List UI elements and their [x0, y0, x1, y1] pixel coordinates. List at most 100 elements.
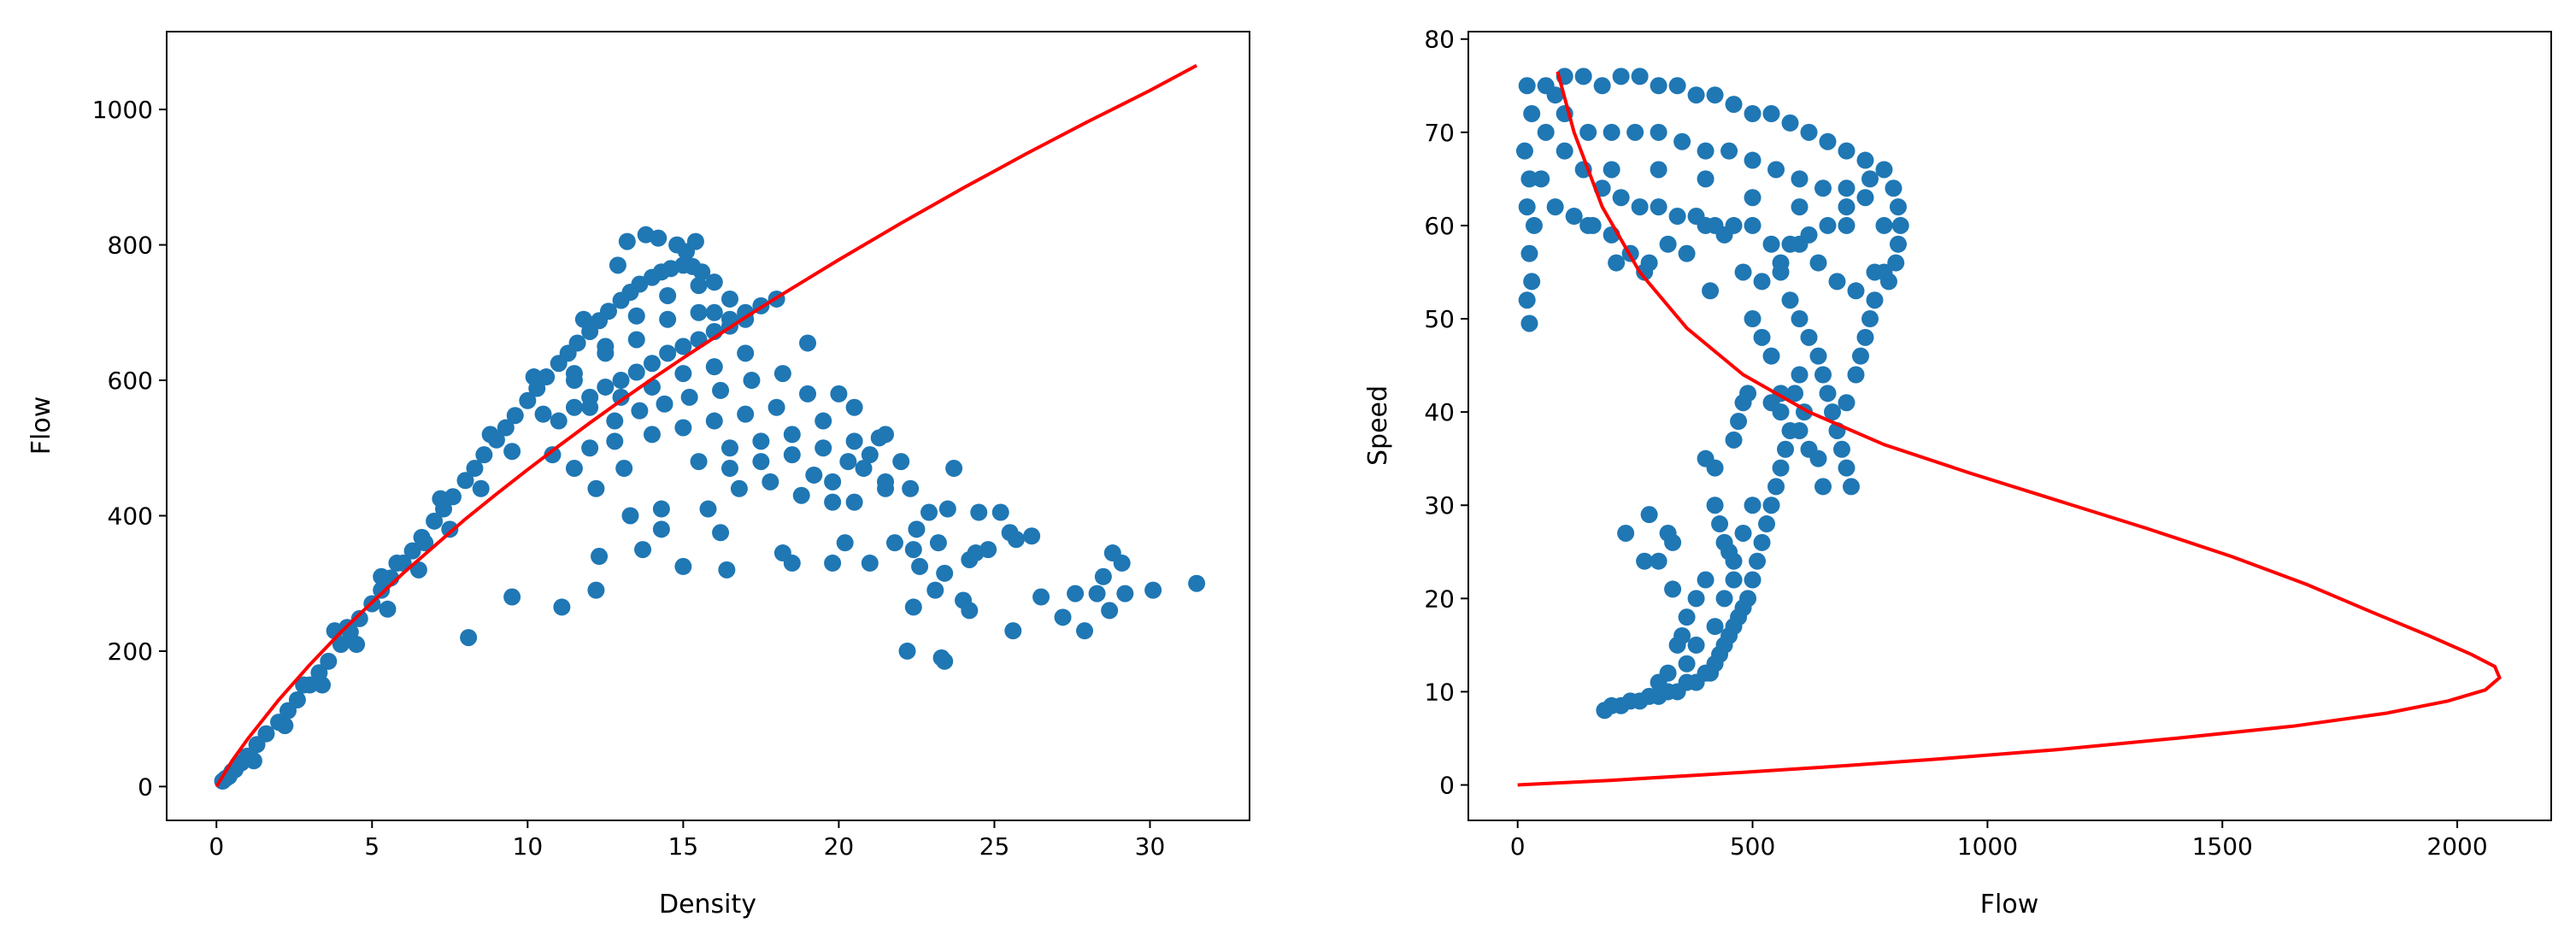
scatter-point [1697, 142, 1714, 160]
scatter-point [276, 717, 294, 735]
scatter-point [456, 472, 474, 490]
scatter-point [565, 365, 583, 383]
scatter-point [288, 690, 306, 708]
scatter-point [830, 385, 848, 402]
scatter-point [574, 310, 592, 328]
scatter-point [659, 310, 677, 328]
scatter-point [587, 581, 605, 599]
y-tick-label: 200 [108, 638, 153, 666]
scatter-point [606, 412, 624, 430]
scatter-point [1847, 282, 1865, 300]
scatter-point [652, 520, 670, 538]
scatter-point [1702, 282, 1720, 300]
scatter-point [720, 460, 738, 478]
scatter-point [475, 446, 493, 464]
scatter-point [1762, 105, 1780, 123]
scatter-point [1697, 571, 1714, 589]
scatter-point [783, 426, 801, 444]
scatter-point [904, 598, 922, 616]
scatter-point [553, 598, 571, 616]
scatter-point [1668, 636, 1686, 654]
scatter-point [1546, 86, 1564, 104]
scatter-point [1753, 328, 1771, 346]
scatter-point [550, 412, 568, 430]
x-tick-label: 25 [979, 832, 1010, 861]
scatter-point [1659, 235, 1677, 253]
scatter-point [680, 388, 698, 406]
scatter-point [627, 331, 645, 349]
scatter-point [295, 676, 313, 694]
scatter-point [805, 466, 823, 484]
scatter-point [1668, 208, 1686, 226]
scatter-point [656, 395, 673, 413]
scatter-point [348, 636, 366, 654]
scatter-point [1819, 216, 1837, 234]
scatter-point [1838, 459, 1856, 477]
scatter-point [1734, 524, 1752, 542]
plot-area [1515, 68, 2502, 787]
scatter-point [799, 334, 817, 352]
scatter-point [718, 561, 736, 579]
scatter-point [1574, 68, 1592, 85]
scatter-point [1725, 431, 1743, 449]
scatter-point [674, 338, 692, 355]
scatter-point [1838, 394, 1856, 412]
scatter-point [568, 334, 586, 352]
scatter-point [1838, 216, 1856, 234]
scatter-point [1838, 198, 1856, 216]
scatter-point [416, 534, 434, 552]
scatter-point [970, 503, 988, 521]
scatter-point [1603, 161, 1620, 179]
scatter-point [1791, 170, 1808, 188]
scatter-point [1720, 142, 1738, 160]
scatter-point [1001, 524, 1019, 542]
scatter-point [845, 432, 863, 450]
axes-frame [166, 31, 1250, 821]
scatter-point [1603, 123, 1620, 141]
scatter-point [565, 398, 583, 416]
scatter-point [1744, 151, 1761, 169]
scatter-point [1762, 497, 1780, 514]
scatter-point [1076, 622, 1094, 640]
scatter-point [1518, 291, 1536, 309]
scatter-point [674, 365, 692, 383]
scatter-point [1608, 254, 1626, 272]
scatter-point [861, 446, 879, 464]
scatter-point [1753, 533, 1771, 551]
scatter-point [1734, 263, 1752, 281]
scatter-point [1767, 478, 1785, 496]
scatter-point [773, 544, 791, 562]
scatter-point [1819, 385, 1837, 402]
scatter-point [936, 564, 954, 582]
scatter-point [1004, 622, 1022, 640]
scatter-point [503, 588, 521, 606]
scatter-point [1744, 189, 1761, 207]
scatter-point [1753, 273, 1771, 291]
scatter-point [525, 368, 543, 386]
y-axis-label: Speed [1363, 385, 1393, 466]
scatter-point [855, 460, 873, 478]
scatter-point [1889, 235, 1907, 253]
scatter-point [792, 486, 810, 504]
x-tick-label: 15 [668, 832, 699, 861]
scatter-point [1800, 123, 1818, 141]
scatter-point [565, 460, 583, 478]
scatter-point [824, 554, 842, 572]
scatter-point [606, 432, 624, 450]
x-axis-label: Density [659, 890, 756, 920]
scatter-point [599, 303, 617, 320]
scatter-point [1518, 198, 1536, 216]
scatter-point [373, 567, 391, 585]
x-tick-label: 1000 [1957, 832, 2018, 861]
scatter-point [609, 256, 626, 274]
scatter-point [1537, 123, 1555, 141]
y-tick-label: 10 [1424, 678, 1455, 706]
x-tick-label: 1500 [2192, 832, 2253, 861]
scatter-point [652, 500, 670, 518]
fit-curve-line [215, 63, 1198, 788]
y-tick-label: 20 [1424, 585, 1455, 613]
scatter-point [1144, 581, 1162, 599]
scatter-point [1800, 328, 1818, 346]
scatter-point [1067, 585, 1085, 602]
